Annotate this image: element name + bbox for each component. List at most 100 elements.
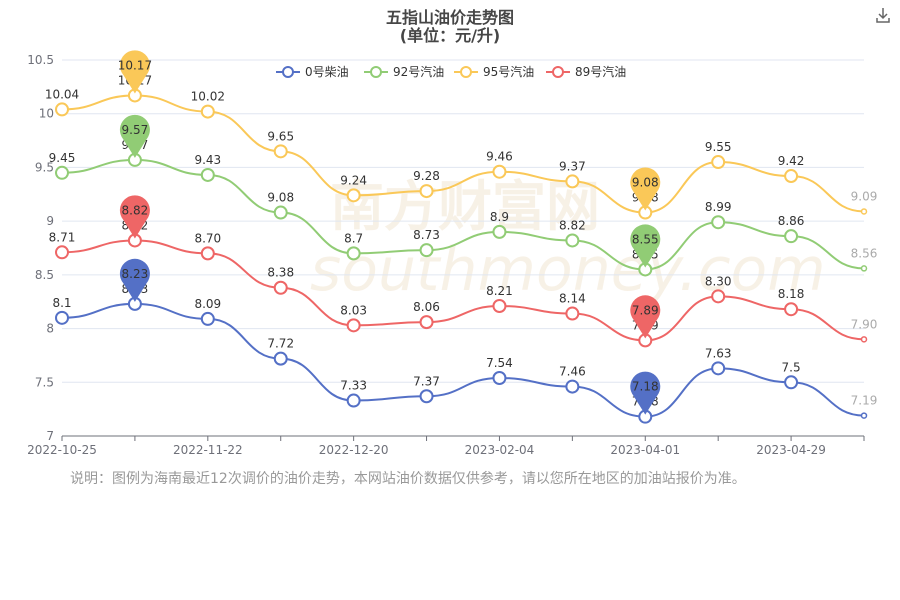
data-label: 9.46 xyxy=(486,150,513,164)
y-tick-label: 10 xyxy=(39,107,54,121)
legend-marker xyxy=(282,66,294,78)
data-label: 7.54 xyxy=(486,356,513,370)
legend-label: 89号汽油 xyxy=(575,64,626,79)
data-point xyxy=(55,310,69,325)
data-label: 8.70 xyxy=(194,231,221,245)
marker-pin xyxy=(630,224,661,268)
x-tick-label: 2023-04-29 xyxy=(756,443,826,457)
data-label: 8.7 xyxy=(344,231,363,245)
data-label: 8.82 xyxy=(559,218,586,232)
y-tick-label: 8 xyxy=(46,322,54,336)
data-point xyxy=(860,265,868,272)
data-point xyxy=(346,188,361,203)
marker-pin xyxy=(119,195,150,239)
marker-pin xyxy=(119,114,150,158)
legend-marker xyxy=(460,66,472,78)
marker-pin xyxy=(630,371,661,415)
data-point xyxy=(200,167,215,182)
y-tick-label: 9 xyxy=(46,214,54,228)
legend: 0号柴油 92号汽油 95号汽油 89号汽油 xyxy=(276,64,626,79)
data-label: 9.37 xyxy=(559,159,586,173)
extreme-marker: 10.17 xyxy=(118,50,152,94)
data-label: 9.08 xyxy=(267,191,294,205)
legend-label: 95号汽油 xyxy=(483,64,534,79)
x-tick-label: 2022-11-22 xyxy=(173,443,243,457)
data-point xyxy=(565,379,580,394)
data-point xyxy=(565,233,580,248)
marker-label: 7.89 xyxy=(632,303,659,317)
extreme-marker: 8.82 xyxy=(119,195,150,239)
download-icon[interactable] xyxy=(874,6,892,24)
legend-label: 92号汽油 xyxy=(393,64,444,79)
data-label: 8.18 xyxy=(778,287,805,301)
extreme-marker: 9.08 xyxy=(630,167,661,211)
data-label: 8.73 xyxy=(413,228,440,242)
y-tick-label: 7.5 xyxy=(35,375,54,389)
series-2: 10.0410.1710.029.659.249.289.469.379.089… xyxy=(45,73,878,220)
series-3: 8.71 8.82 8.70 8.38 8.03 8.06 8.21 8.14 7.89 8.30… xyxy=(49,218,878,348)
data-point xyxy=(711,361,726,376)
data-point xyxy=(200,104,215,119)
marker-pin xyxy=(119,258,150,302)
data-point xyxy=(860,412,868,419)
data-label: 8.99 xyxy=(705,200,732,214)
data-point xyxy=(200,246,215,261)
data-point xyxy=(492,164,507,179)
data-label: 7.72 xyxy=(267,337,294,351)
data-label: 8.86 xyxy=(778,214,805,228)
data-label: 8.14 xyxy=(559,292,586,306)
y-tick-label: 9.5 xyxy=(35,160,54,174)
x-tick-label: 2023-02-04 xyxy=(465,443,535,457)
y-tick-label: 7 xyxy=(46,429,54,443)
data-point xyxy=(273,280,288,295)
data-point xyxy=(419,389,434,404)
data-label: 8.06 xyxy=(413,300,440,314)
data-point xyxy=(492,299,507,314)
data-label: 7.5 xyxy=(782,360,801,374)
data-point xyxy=(784,169,799,184)
data-label: 8.71 xyxy=(49,230,76,244)
legend-label: 0号柴油 xyxy=(305,65,349,79)
data-point xyxy=(784,302,799,317)
extreme-marker: 7.18 xyxy=(630,371,661,415)
data-point xyxy=(860,208,868,215)
data-label: 7.37 xyxy=(413,374,440,388)
data-point xyxy=(711,215,726,230)
data-point xyxy=(55,245,69,260)
data-point xyxy=(273,351,288,366)
chart-note: 说明：图例为海南最近12次调价的油价走势，本网站油价数据仅供参考，请以您所在地区… xyxy=(70,471,746,487)
data-label: 8.1 xyxy=(52,296,71,310)
legend-item: 0号柴油 xyxy=(276,65,349,79)
data-label: 9.42 xyxy=(778,154,805,168)
legend-marker xyxy=(370,66,382,78)
marker-label: 9.08 xyxy=(632,176,659,190)
data-label: 9.55 xyxy=(705,140,732,154)
data-label: 7.46 xyxy=(559,365,586,379)
marker-label: 7.18 xyxy=(632,380,659,394)
data-label: 7.19 xyxy=(851,394,878,408)
data-point xyxy=(55,165,69,180)
data-point xyxy=(419,243,434,258)
data-label: 10.04 xyxy=(45,87,79,101)
data-point xyxy=(419,315,434,330)
legend-item: 95号汽油 xyxy=(454,64,534,79)
data-point xyxy=(273,205,288,220)
data-point xyxy=(784,229,799,244)
data-point xyxy=(273,144,288,159)
marker-label: 8.55 xyxy=(632,232,659,246)
data-point xyxy=(419,184,434,199)
data-point xyxy=(346,393,361,408)
data-label: 7.90 xyxy=(851,317,878,331)
chart-subtitle: (单位：元/升) xyxy=(399,26,501,45)
data-point xyxy=(565,174,580,189)
data-label: 9.09 xyxy=(851,189,878,203)
data-point xyxy=(200,311,215,326)
watermark-url: southmoney.com xyxy=(310,235,826,305)
data-label: 8.56 xyxy=(851,246,878,260)
chart-title: 五指山油价走势图 xyxy=(385,8,514,27)
legend-item: 89号汽油 xyxy=(546,64,626,79)
extreme-marker: 8.23 xyxy=(119,258,150,302)
data-point xyxy=(565,306,580,321)
data-point xyxy=(492,370,507,385)
